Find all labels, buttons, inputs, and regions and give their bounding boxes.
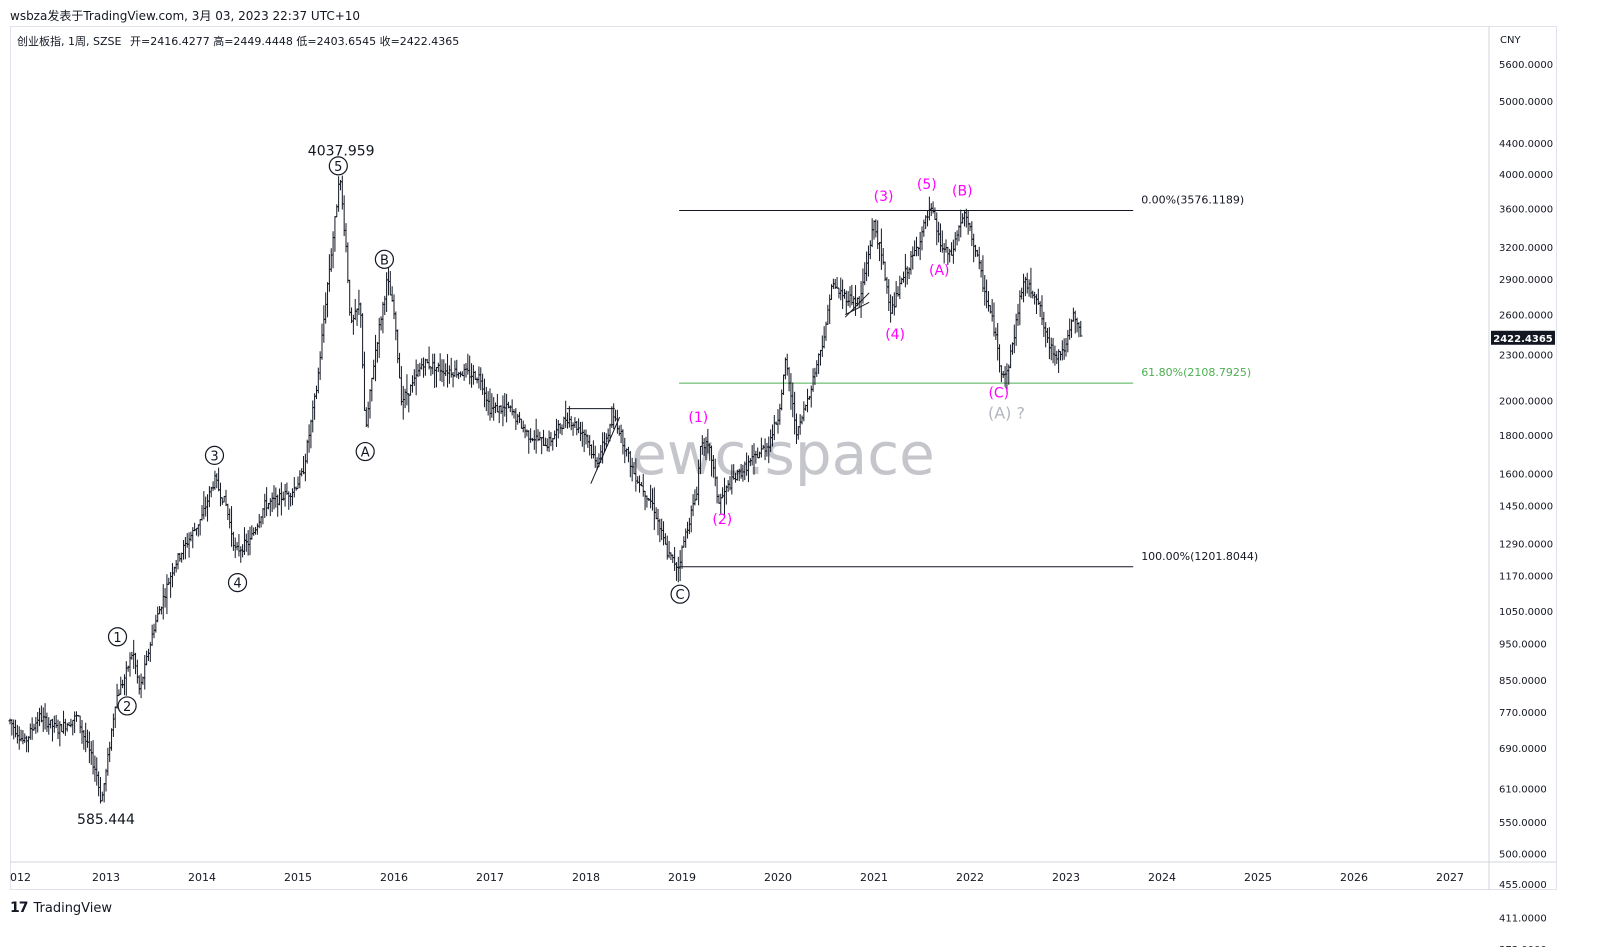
wave-label-circle: [117, 696, 137, 716]
y-tick-label: 5000.0000: [1499, 97, 1553, 108]
symbol-name: 创业板指, 1周, SZSE: [17, 34, 121, 48]
x-tick-label: 2023: [1052, 871, 1080, 884]
wave-label: (5): [917, 177, 937, 193]
x-tick-label: 2027: [1436, 871, 1464, 884]
wave-label: 2: [123, 700, 131, 715]
fib-level-label: 100.00%(1201.8044): [1141, 550, 1258, 563]
wave-label-circle: [355, 441, 375, 462]
y-tick-label: 2600.0000: [1499, 311, 1553, 322]
y-tick-label: 550.0000: [1499, 818, 1547, 829]
y-tick-label: 1800.0000: [1499, 431, 1553, 442]
triangle-line: [590, 416, 621, 484]
fib-level-label: 0.00%(3576.1189): [1141, 194, 1244, 207]
wave-label-circle: [204, 445, 225, 465]
wave-label: (A): [929, 263, 950, 279]
y-tick-label: 1290.0000: [1499, 540, 1553, 551]
x-tick-label: 2017: [476, 871, 504, 884]
wave-label: (1): [688, 410, 708, 426]
y-tick-label: 610.0000: [1499, 784, 1547, 795]
y-tick-label: 950.0000: [1499, 640, 1547, 651]
wave-label: B: [380, 253, 389, 268]
triangle-line: [844, 292, 870, 318]
watermark: ewc.space: [631, 420, 935, 488]
last-price-tag: [1491, 330, 1555, 345]
x-tick-label: 2026: [1340, 871, 1368, 884]
wave-label: C: [676, 588, 685, 603]
x-tick-label: 012: [10, 871, 31, 884]
y-tick-label: 2900.0000: [1499, 275, 1553, 286]
y-tick-label: 1050.0000: [1499, 607, 1553, 618]
x-tick-label: 2013: [92, 871, 120, 884]
tradingview-logo-icon: 17: [10, 900, 29, 916]
x-tick-label: 2025: [1244, 871, 1272, 884]
wave-label: 1: [113, 631, 121, 646]
x-tick-label: 2016: [380, 871, 408, 884]
y-tick-label: 411.0000: [1499, 913, 1547, 924]
footer: 17 TradingView: [10, 900, 112, 916]
y-tick-label: 1600.0000: [1499, 469, 1553, 480]
y-tick-label: 770.0000: [1499, 708, 1547, 719]
y-tick-label: 1450.0000: [1499, 501, 1553, 512]
x-tick-label: 2019: [668, 871, 696, 884]
fib-level-label: 61.80%(2108.7925): [1141, 366, 1251, 379]
chart-header: wsbza发表于TradingView.com, 3月 03, 2023 22:…: [10, 7, 360, 24]
y-tick-label: 4000.0000: [1499, 170, 1553, 181]
wave-label: 5: [334, 160, 342, 175]
y-tick-label: 455.0000: [1499, 880, 1547, 891]
x-tick-label: 2018: [572, 871, 600, 884]
triangle-line: [844, 301, 870, 316]
x-tick-label: 2024: [1148, 871, 1176, 884]
y-tick-label: 2000.0000: [1499, 396, 1553, 407]
y-tick-label: 373.0000: [1499, 945, 1547, 947]
y-tick-label: 690.0000: [1499, 744, 1547, 755]
wave-label-circle: [374, 249, 394, 269]
wave-label-circle: [670, 584, 690, 604]
wave-label-circle: [227, 572, 248, 593]
y-tick-label: 2300.0000: [1499, 351, 1553, 362]
x-tick-label: 2022: [956, 871, 984, 884]
footer-brand[interactable]: TradingView: [33, 900, 113, 916]
wave-label: (4): [885, 327, 905, 343]
publisher-info: wsbza发表于TradingView.com, 3月 03, 2023 22:…: [10, 9, 361, 23]
wave-label-circle: [107, 627, 128, 647]
y-tick-label: 850.0000: [1499, 676, 1547, 687]
currency-label: CNY: [1500, 35, 1521, 46]
y-tick-label: 1170.0000: [1499, 572, 1553, 583]
y-tick-label: 500.0000: [1499, 849, 1547, 860]
wave-label-circle: [328, 156, 348, 176]
ohlc-values: 开=2416.4277 高=2449.4448 低=2403.6545 收=24…: [130, 34, 459, 48]
y-tick-label: 3600.0000: [1499, 204, 1553, 215]
wave-label: (2): [712, 512, 732, 528]
y-tick-label: 4400.0000: [1499, 139, 1553, 150]
wave-label: 3: [210, 449, 218, 464]
x-tick-label: 2020: [764, 871, 792, 884]
x-tick-label: 2015: [284, 871, 312, 884]
wave-label: A: [361, 446, 370, 461]
y-tick-label: 5600.0000: [1499, 60, 1553, 71]
x-tick-label: 2021: [860, 871, 888, 884]
wave-label: (A) ?: [988, 404, 1025, 423]
x-tick-label: 2014: [188, 871, 216, 884]
chart-frame: [10, 26, 1557, 890]
wave-label: (C): [988, 385, 1009, 401]
last-price-label: 2422.4365: [1493, 334, 1553, 345]
wave-label: (3): [874, 189, 894, 205]
wave-label: 585.444: [77, 812, 135, 828]
y-tick-label: 3200.0000: [1499, 243, 1553, 254]
wave-label: (B): [952, 184, 973, 200]
wave-label: 4: [233, 577, 241, 592]
wave-label: 4037.959: [308, 143, 375, 159]
